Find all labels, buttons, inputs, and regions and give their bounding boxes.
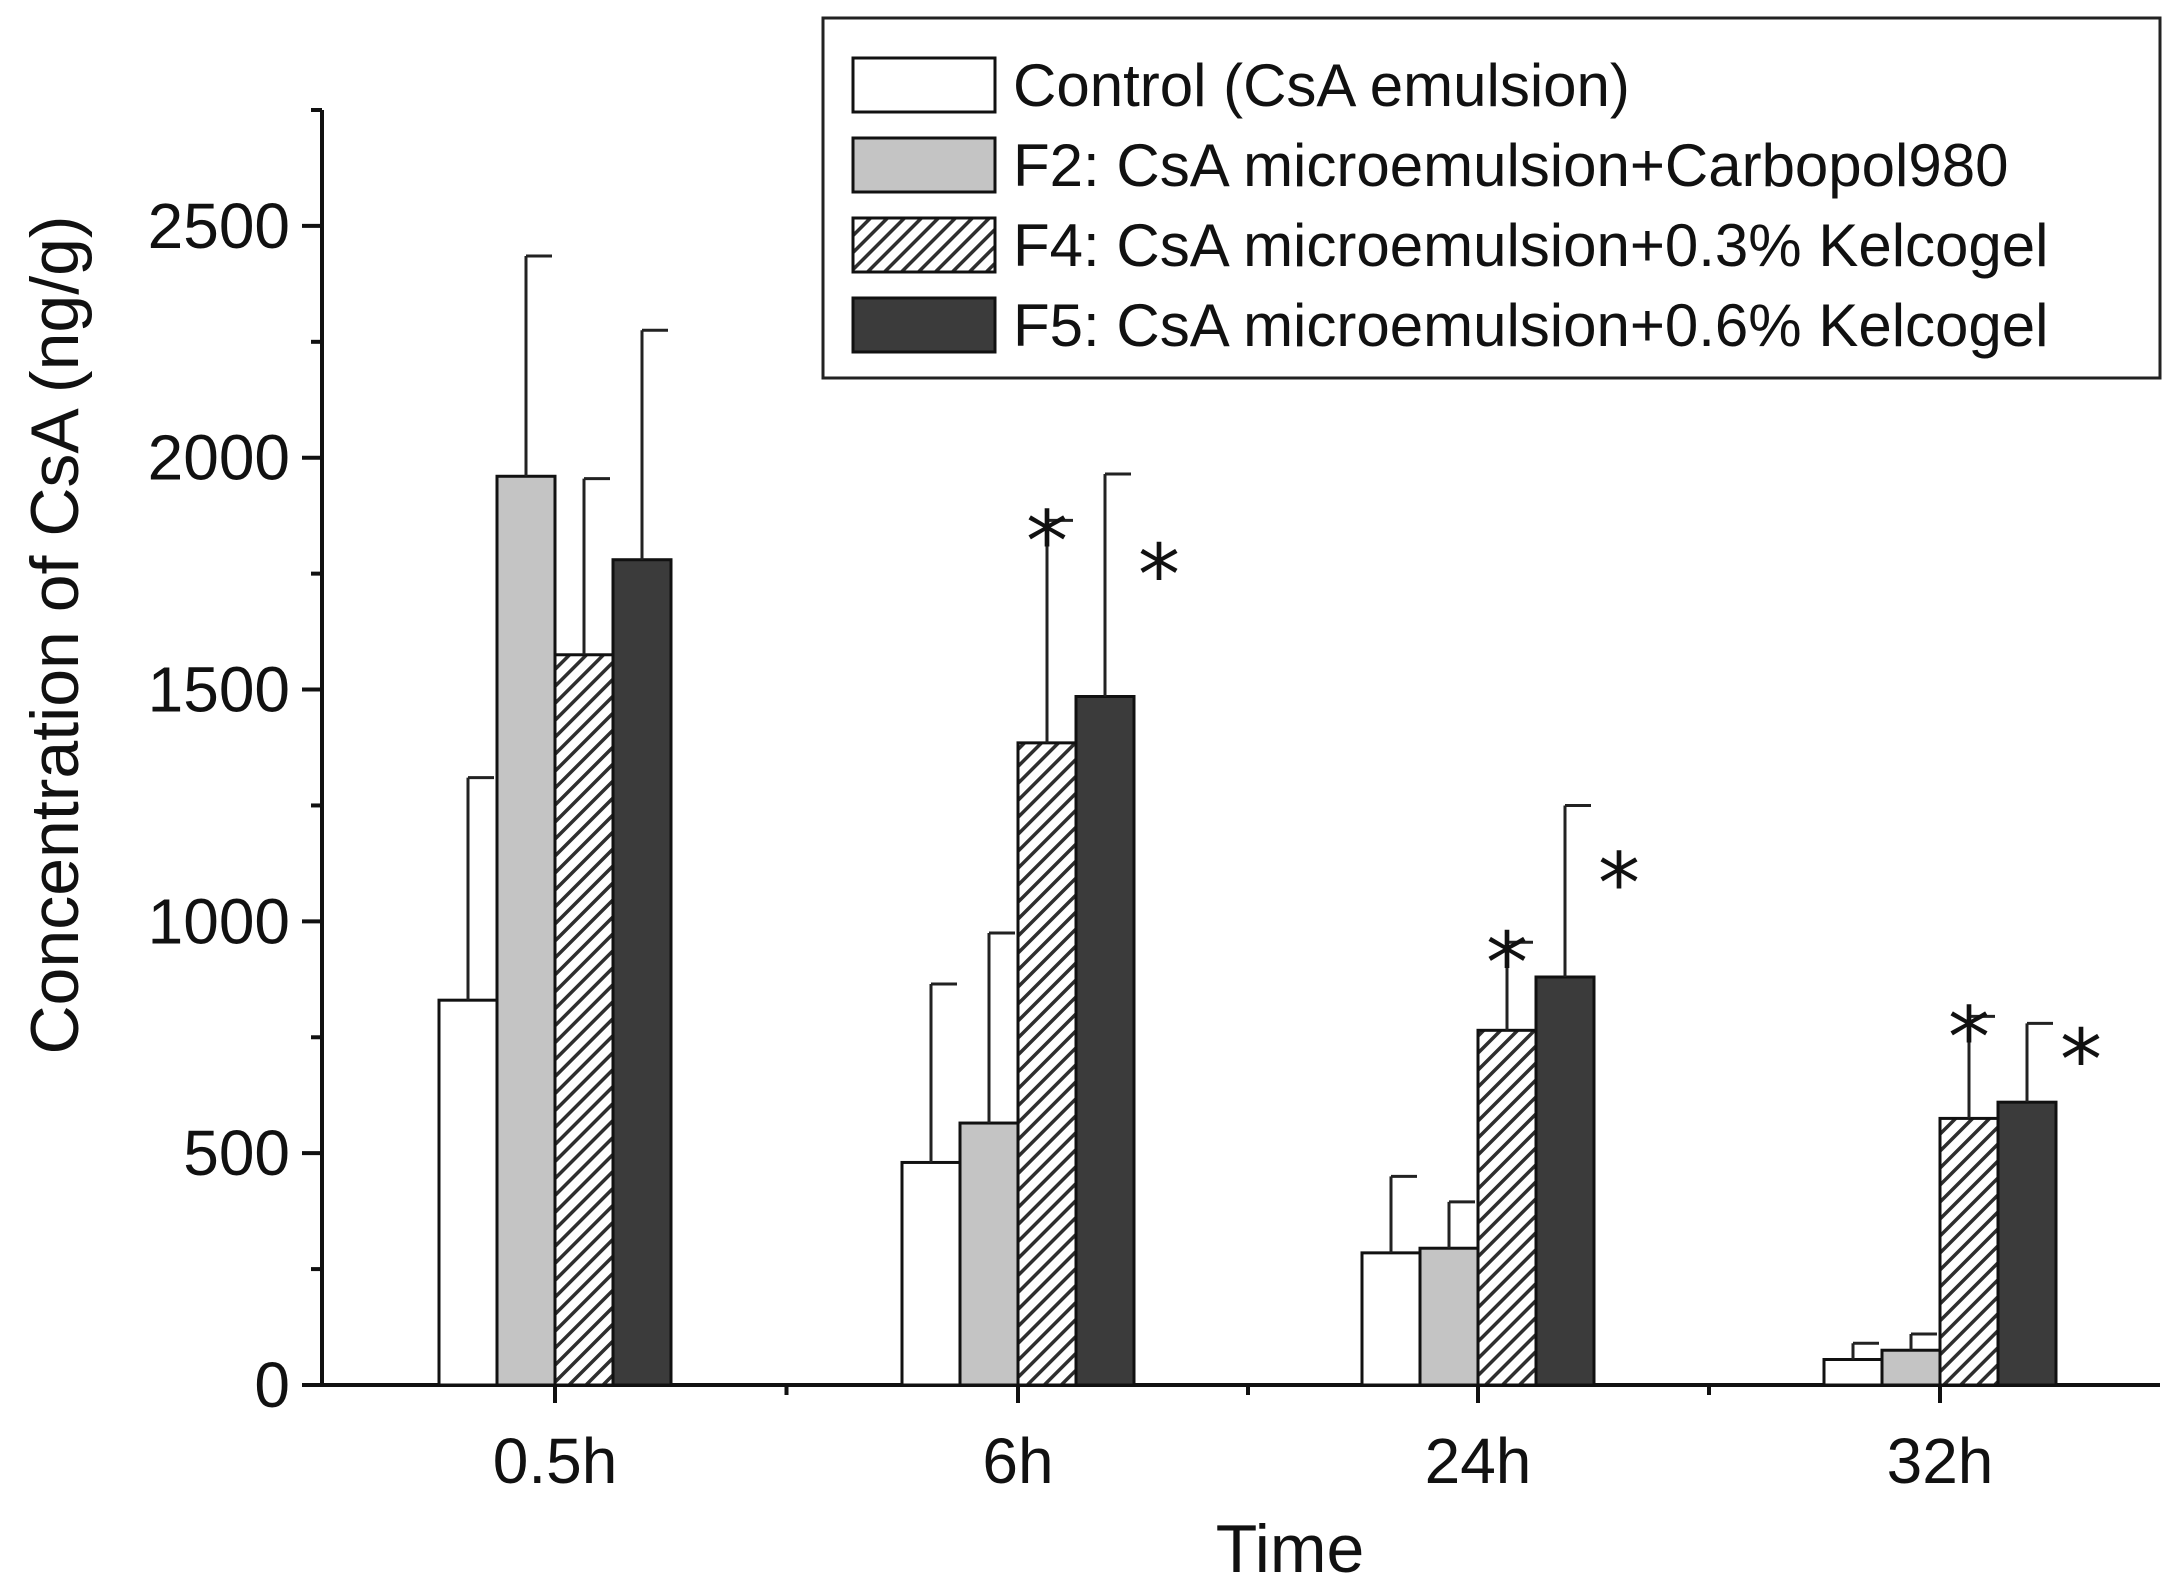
legend-label-3: F5: CsA microemulsion+0.6% Kelcogel xyxy=(1013,292,2048,359)
y-tick-label: 0 xyxy=(254,1349,290,1421)
bar-0-2 xyxy=(1360,1251,1422,1387)
bar-2-0 xyxy=(553,653,615,1387)
legend-swatch-3 xyxy=(851,296,997,354)
bar-3-1 xyxy=(1074,695,1136,1387)
bar-0-0 xyxy=(437,998,499,1387)
significance-marker: * xyxy=(1138,526,1180,624)
bar-1-3 xyxy=(1880,1348,1942,1387)
y-tick-label: 1000 xyxy=(148,885,290,957)
y-tick-label: 500 xyxy=(183,1117,290,1189)
bar-2-3 xyxy=(1938,1116,2000,1387)
bar-1-0 xyxy=(495,474,557,1387)
legend-swatch-1 xyxy=(851,136,997,194)
bar-3-2 xyxy=(1534,975,1596,1387)
y-tick-label: 2000 xyxy=(148,422,290,494)
legend-swatch-0 xyxy=(851,56,997,114)
bar-0-1 xyxy=(900,1160,962,1387)
legend-label-1: F2: CsA microemulsion+Carbopol980 xyxy=(1013,132,2008,199)
x-axis-title: Time xyxy=(1216,1511,1365,1587)
significance-marker: * xyxy=(2060,1011,2102,1109)
x-tick-label: 32h xyxy=(1887,1425,1994,1497)
y-tick-label: 1500 xyxy=(148,654,290,726)
legend-swatch-2 xyxy=(851,216,997,274)
bar-0-3 xyxy=(1822,1358,1884,1387)
legend-label-0: Control (CsA emulsion) xyxy=(1013,52,1630,119)
bar-2-1 xyxy=(1016,741,1078,1387)
significance-marker: * xyxy=(1026,492,1068,590)
significance-marker: * xyxy=(1598,835,1640,933)
legend-frame xyxy=(821,16,2162,380)
bar-2-2 xyxy=(1476,1028,1538,1387)
x-tick-label: 6h xyxy=(982,1425,1053,1497)
y-axis-title: Concentration of CsA (ng/g) xyxy=(17,215,93,1054)
significance-marker: * xyxy=(1486,914,1528,1012)
bar-3-0 xyxy=(611,558,673,1387)
bar-1-1 xyxy=(958,1121,1020,1387)
bar-1-2 xyxy=(1418,1246,1480,1387)
legend: Control (CsA emulsion) F2: CsA microemuls… xyxy=(821,16,2162,380)
y-tick-label: 2500 xyxy=(148,190,290,262)
plot-area: 0 500 1000 1500 2000 2500 0.5h 6h 24h 32h * * * * * * xyxy=(148,108,2160,1497)
significance-marker: * xyxy=(1948,988,1990,1086)
x-tick-label: 0.5h xyxy=(493,1425,618,1497)
bar-3-3 xyxy=(1996,1100,2058,1387)
legend-label-2: F4: CsA microemulsion+0.3% Kelcogel xyxy=(1013,212,2048,279)
x-tick-label: 24h xyxy=(1425,1425,1532,1497)
